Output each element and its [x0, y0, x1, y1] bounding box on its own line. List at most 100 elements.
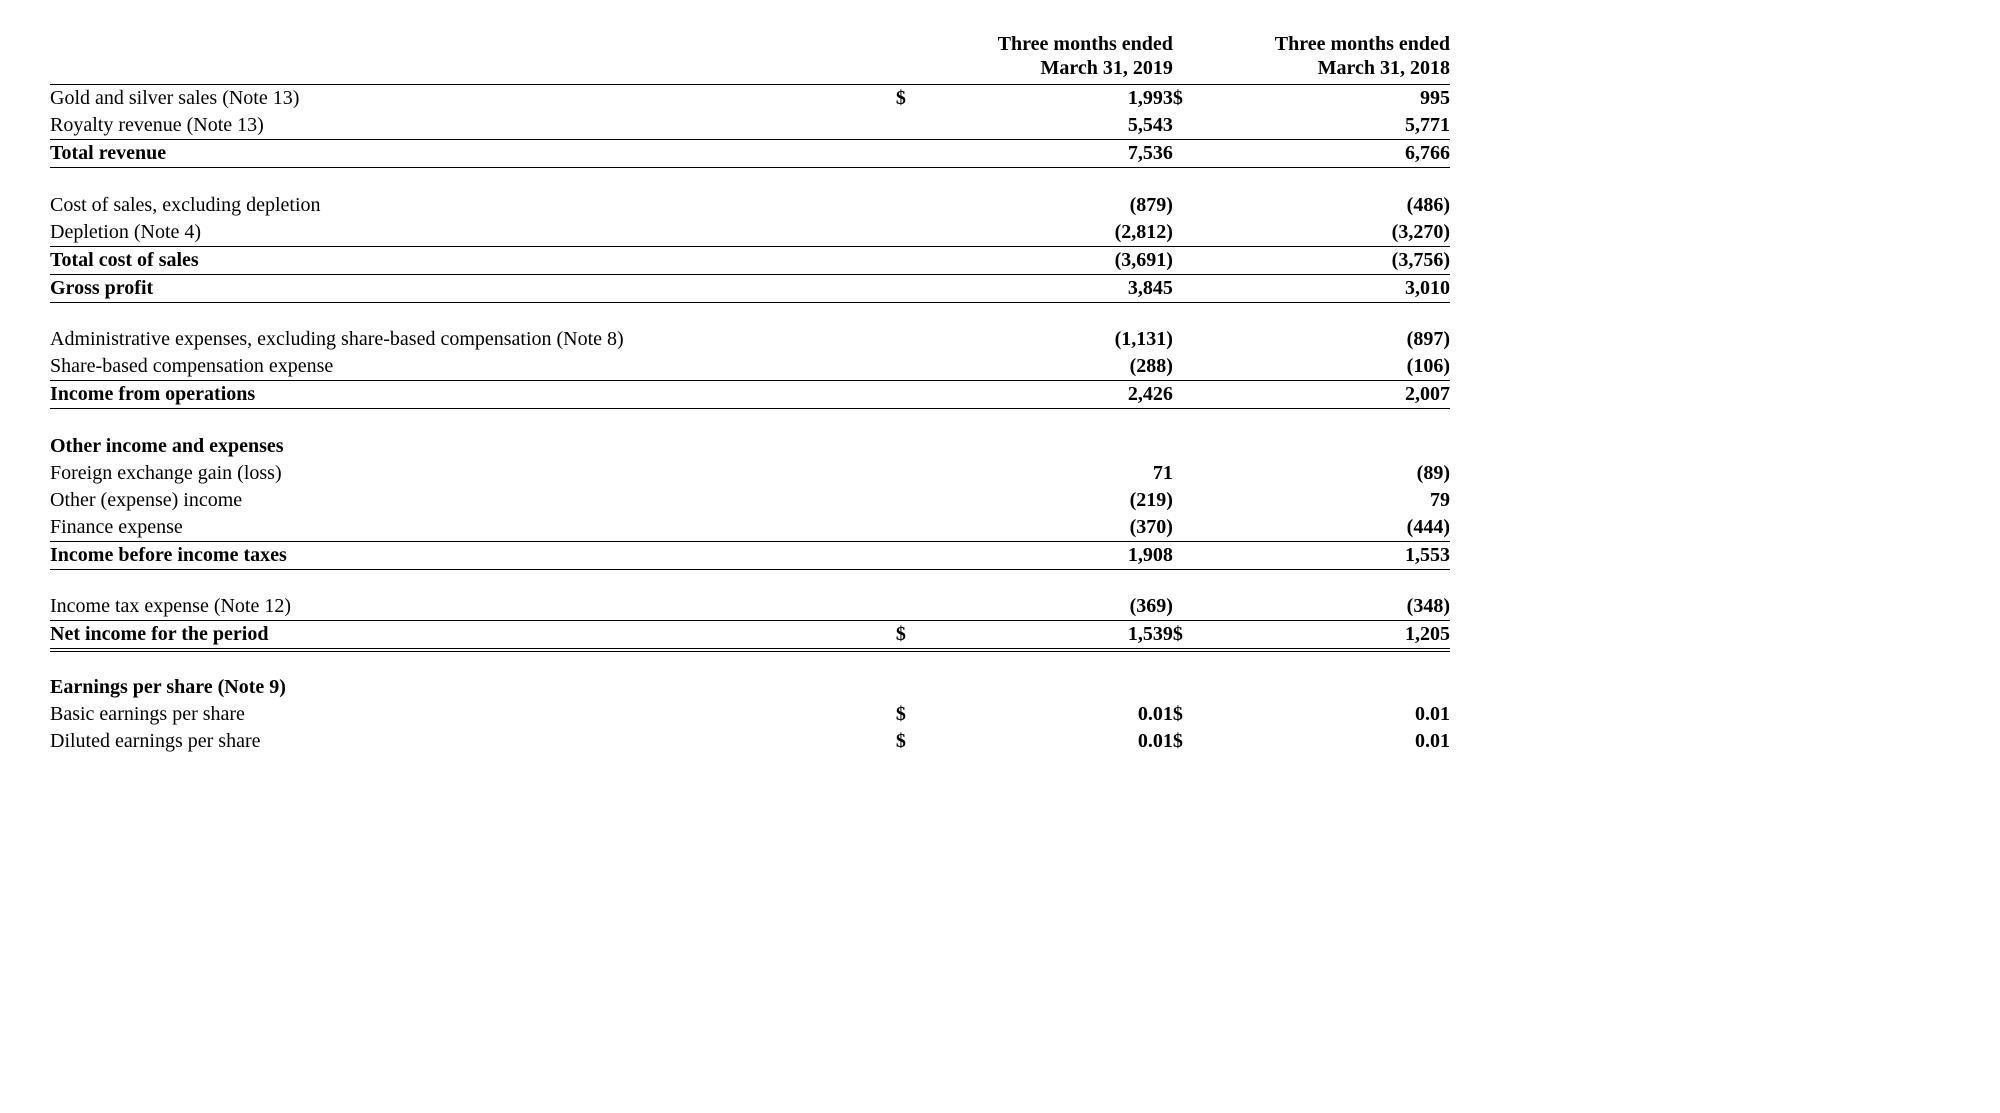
row-finance-expense: Finance expense (370) (444) [50, 514, 1450, 542]
value-2019: 2,426 [940, 381, 1173, 409]
value-2019: 1,993 [940, 85, 1173, 113]
currency-symbol [896, 326, 940, 353]
value-2018: 5,771 [1217, 112, 1450, 140]
row-foreign-exchange: Foreign exchange gain (loss) 71 (89) [50, 460, 1450, 487]
row-gold-silver-sales: Gold and silver sales (Note 13) $ 1,993 … [50, 85, 1450, 113]
value-2018: 1,553 [1217, 541, 1450, 569]
label: Net income for the period [50, 621, 896, 651]
income-statement-table: Three months endedMarch 31, 2019 Three m… [50, 30, 1450, 755]
row-diluted-eps: Diluted earnings per share $ 0.01 $ 0.01 [50, 728, 1450, 755]
value-2019: 71 [940, 460, 1173, 487]
currency-symbol [896, 514, 940, 542]
currency-symbol: $ [896, 728, 940, 755]
value-2019: 0.01 [940, 728, 1173, 755]
row-admin-expenses: Administrative expenses, excluding share… [50, 326, 1450, 353]
label: Basic earnings per share [50, 701, 896, 728]
value-2019: (3,691) [940, 246, 1173, 274]
row-royalty-revenue: Royalty revenue (Note 13) 5,543 5,771 [50, 112, 1450, 140]
row-gross-profit: Gross profit 3,845 3,010 [50, 274, 1450, 302]
value-2018: (3,756) [1217, 246, 1450, 274]
label: Gross profit [50, 274, 896, 302]
value-2018: 0.01 [1217, 701, 1450, 728]
currency-symbol [896, 593, 940, 621]
row-income-from-operations: Income from operations 2,426 2,007 [50, 381, 1450, 409]
currency-symbol: $ [1173, 701, 1217, 728]
currency-symbol [1173, 140, 1217, 168]
currency-symbol: $ [896, 85, 940, 113]
value-2018: (486) [1217, 192, 1450, 219]
label: Other (expense) income [50, 487, 896, 514]
value-2018: 995 [1217, 85, 1450, 113]
label: Finance expense [50, 514, 896, 542]
row-eps-header: Earnings per share (Note 9) [50, 674, 1450, 701]
currency-symbol: $ [1173, 728, 1217, 755]
row-total-cost-of-sales: Total cost of sales (3,691) (3,756) [50, 246, 1450, 274]
value-2018: (348) [1217, 593, 1450, 621]
value-2019: (1,131) [940, 326, 1173, 353]
currency-symbol [1173, 112, 1217, 140]
currency-symbol [1173, 381, 1217, 409]
currency-symbol: $ [1173, 85, 1217, 113]
currency-symbol [896, 541, 940, 569]
value-2019: (219) [940, 487, 1173, 514]
value-2018: 0.01 [1217, 728, 1450, 755]
row-cost-of-sales: Cost of sales, excluding depletion (879)… [50, 192, 1450, 219]
label: Cost of sales, excluding depletion [50, 192, 896, 219]
currency-symbol [896, 487, 940, 514]
column-header-2018: Three months endedMarch 31, 2018 [1217, 30, 1450, 85]
currency-symbol [1173, 353, 1217, 381]
value-2018: 6,766 [1217, 140, 1450, 168]
table-header-row: Three months endedMarch 31, 2019 Three m… [50, 30, 1450, 85]
row-income-tax-expense: Income tax expense (Note 12) (369) (348) [50, 593, 1450, 621]
value-2019: 1,539 [940, 621, 1173, 651]
currency-symbol [896, 192, 940, 219]
label: Income from operations [50, 381, 896, 409]
value-2018: (897) [1217, 326, 1450, 353]
value-2019: 0.01 [940, 701, 1173, 728]
value-2019: 1,908 [940, 541, 1173, 569]
row-net-income: Net income for the period $ 1,539 $ 1,20… [50, 621, 1450, 651]
currency-symbol [896, 460, 940, 487]
label: Administrative expenses, excluding share… [50, 326, 896, 353]
value-2019: 7,536 [940, 140, 1173, 168]
currency-symbol [896, 140, 940, 168]
value-2018: 1,205 [1217, 621, 1450, 651]
currency-symbol [1173, 460, 1217, 487]
value-2019: 3,845 [940, 274, 1173, 302]
currency-symbol: $ [896, 621, 940, 651]
label: Income before income taxes [50, 541, 896, 569]
label: Total cost of sales [50, 246, 896, 274]
currency-symbol [896, 246, 940, 274]
value-2019: (370) [940, 514, 1173, 542]
row-basic-eps: Basic earnings per share $ 0.01 $ 0.01 [50, 701, 1450, 728]
currency-symbol [1173, 514, 1217, 542]
currency-symbol [896, 112, 940, 140]
value-2018: 79 [1217, 487, 1450, 514]
value-2018: (444) [1217, 514, 1450, 542]
value-2019: (288) [940, 353, 1173, 381]
currency-symbol: $ [896, 701, 940, 728]
label: Income tax expense (Note 12) [50, 593, 896, 621]
label: Other income and expenses [50, 433, 896, 460]
currency-symbol [1173, 274, 1217, 302]
currency-symbol [1173, 219, 1217, 247]
currency-symbol [1173, 326, 1217, 353]
currency-symbol [1173, 593, 1217, 621]
currency-symbol [896, 381, 940, 409]
currency-symbol [896, 353, 940, 381]
row-depletion: Depletion (Note 4) (2,812) (3,270) [50, 219, 1450, 247]
currency-symbol: $ [1173, 621, 1217, 651]
row-share-based-comp: Share-based compensation expense (288) (… [50, 353, 1450, 381]
row-income-before-taxes: Income before income taxes 1,908 1,553 [50, 541, 1450, 569]
value-2018: (3,270) [1217, 219, 1450, 247]
label: Diluted earnings per share [50, 728, 896, 755]
value-2019: (369) [940, 593, 1173, 621]
value-2019: 5,543 [940, 112, 1173, 140]
label: Foreign exchange gain (loss) [50, 460, 896, 487]
label: Royalty revenue (Note 13) [50, 112, 896, 140]
currency-symbol [896, 219, 940, 247]
currency-symbol [1173, 541, 1217, 569]
row-other-income-header: Other income and expenses [50, 433, 1450, 460]
label: Share-based compensation expense [50, 353, 896, 381]
currency-symbol [896, 274, 940, 302]
